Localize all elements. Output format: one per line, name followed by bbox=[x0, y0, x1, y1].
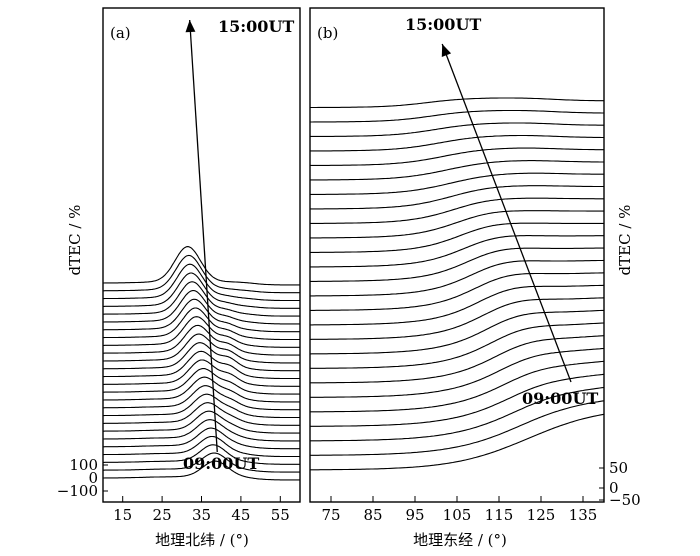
panel-a-trace bbox=[103, 427, 300, 450]
panel-a-trace bbox=[103, 385, 300, 411]
panel-b-y-axis: 50 0−50 bbox=[599, 459, 641, 509]
panel-b-y-tick-label: 50 bbox=[609, 459, 628, 477]
panel-a-arrow-line bbox=[189, 19, 218, 453]
panel-a-x-tick-label: 35 bbox=[192, 506, 211, 524]
panel-b-trace bbox=[310, 373, 605, 427]
panel-a-trace bbox=[103, 342, 300, 372]
panel-b-trace bbox=[310, 284, 605, 326]
panel-b-x-tick-label: 75 bbox=[321, 506, 340, 524]
panel-a-x-axis: 15 25 35 45 55 bbox=[113, 496, 290, 524]
panel-b-trace bbox=[310, 160, 604, 181]
panel-b-longitude: 75 85 95 105 115 125 135 50 0−50 (b) 15:00UT 09… bbox=[309, 7, 641, 549]
panel-b-arrow bbox=[441, 43, 572, 383]
panel-b-label: (b) bbox=[317, 24, 338, 42]
panel-b-trace bbox=[310, 222, 604, 253]
panel-a-trace bbox=[103, 298, 300, 333]
panel-b-trace bbox=[310, 197, 604, 224]
panel-b-trace bbox=[310, 147, 604, 166]
panel-a-trace bbox=[103, 324, 300, 356]
panel-a-arrow bbox=[185, 19, 218, 453]
panel-b-trace bbox=[310, 347, 605, 398]
panel-a-x-tick-label: 25 bbox=[153, 506, 172, 524]
panel-b-trace bbox=[310, 386, 605, 442]
panel-b-trace bbox=[310, 97, 604, 109]
panel-a-trace bbox=[103, 419, 300, 442]
panel-b-trace bbox=[310, 235, 604, 268]
panel-b-trace bbox=[310, 122, 604, 137]
panel-a-trace bbox=[103, 452, 300, 473]
panel-b-trace bbox=[310, 109, 604, 123]
panel-a-trace bbox=[103, 350, 300, 380]
panel-a-x-tick-label: 15 bbox=[113, 506, 132, 524]
panel-a-ylabel: dTEC / % bbox=[66, 205, 84, 276]
panel-b-trace bbox=[310, 272, 605, 311]
panel-a-trace bbox=[103, 435, 300, 458]
panel-a-arrow-head bbox=[185, 20, 196, 33]
panel-a-xlabel: 地理北纬 / (°) bbox=[155, 531, 249, 549]
panel-a-trace bbox=[103, 289, 300, 325]
panel-b-trace bbox=[310, 210, 604, 239]
panel-a-end-annotation: 15:00UT bbox=[218, 17, 294, 36]
panel-a-x-tick-label: 55 bbox=[271, 506, 290, 524]
panel-a-y-tick-label: −100 bbox=[57, 482, 98, 500]
panel-a-y-tick-label: 100 bbox=[69, 456, 98, 474]
panel-a-trace bbox=[103, 376, 300, 403]
panel-a-trace bbox=[103, 307, 300, 341]
panel-a-x-tick-label: 45 bbox=[231, 506, 250, 524]
panel-b-trace bbox=[310, 247, 604, 282]
panel-b-trace bbox=[310, 360, 605, 413]
panel-b-start-annotation: 09:00UT bbox=[522, 389, 598, 408]
panel-b-x-tick-label: 125 bbox=[527, 506, 556, 524]
panel-a-trace bbox=[103, 246, 300, 286]
panel-b-trace bbox=[310, 322, 605, 369]
panel-a-trace bbox=[103, 272, 300, 309]
panel-a-frame bbox=[102, 7, 301, 503]
panel-a-trace bbox=[103, 444, 300, 465]
panel-b-x-axis: 75 85 95 105 115 125 135 bbox=[321, 496, 597, 524]
panel-a-trace bbox=[103, 263, 300, 302]
panel-a-trace bbox=[103, 359, 300, 387]
panel-b-x-tick-label: 115 bbox=[485, 506, 514, 524]
panel-b-arrow-head bbox=[441, 44, 452, 57]
panel-b-y-tick-label: 0 bbox=[609, 479, 619, 497]
panel-a-label: (a) bbox=[110, 24, 131, 42]
panel-b-trace bbox=[309, 309, 604, 355]
panel-b-y-tick-label: −50 bbox=[609, 491, 641, 509]
panel-b-x-tick-label: 85 bbox=[363, 506, 382, 524]
panel-b-traces bbox=[309, 97, 605, 471]
panel-a-trace bbox=[103, 410, 300, 434]
panel-a-traces bbox=[103, 246, 300, 481]
panel-b-trace bbox=[309, 297, 605, 340]
panel-a-trace bbox=[103, 281, 300, 317]
panel-b-trace bbox=[310, 413, 605, 471]
panel-a-trace bbox=[103, 316, 300, 348]
panel-b-arrow-line bbox=[441, 43, 572, 383]
panel-a-trace bbox=[103, 254, 300, 294]
panel-a-trace bbox=[103, 402, 300, 426]
panel-b-ylabel: dTEC / % bbox=[616, 205, 634, 276]
panel-b-trace bbox=[310, 172, 604, 195]
panel-a-trace bbox=[103, 393, 300, 419]
panel-b-trace bbox=[310, 259, 605, 297]
panel-b-xlabel: 地理东经 / (°) bbox=[413, 531, 507, 549]
panel-b-trace bbox=[310, 134, 604, 152]
panel-b-end-annotation: 15:00UT bbox=[405, 15, 481, 34]
panel-a-trace bbox=[103, 460, 300, 481]
panel-a-trace bbox=[103, 367, 300, 395]
panel-a-start-annotation: 09:00UT bbox=[183, 454, 259, 473]
panel-b-x-tick-label: 105 bbox=[443, 506, 472, 524]
panel-a-trace bbox=[103, 333, 300, 364]
panel-b-trace bbox=[310, 185, 604, 210]
panel-b-trace bbox=[310, 400, 605, 456]
panel-b-x-tick-label: 95 bbox=[405, 506, 424, 524]
panel-a-y-tick-label: 0 bbox=[88, 469, 98, 487]
panel-b-x-tick-label: 135 bbox=[569, 506, 598, 524]
